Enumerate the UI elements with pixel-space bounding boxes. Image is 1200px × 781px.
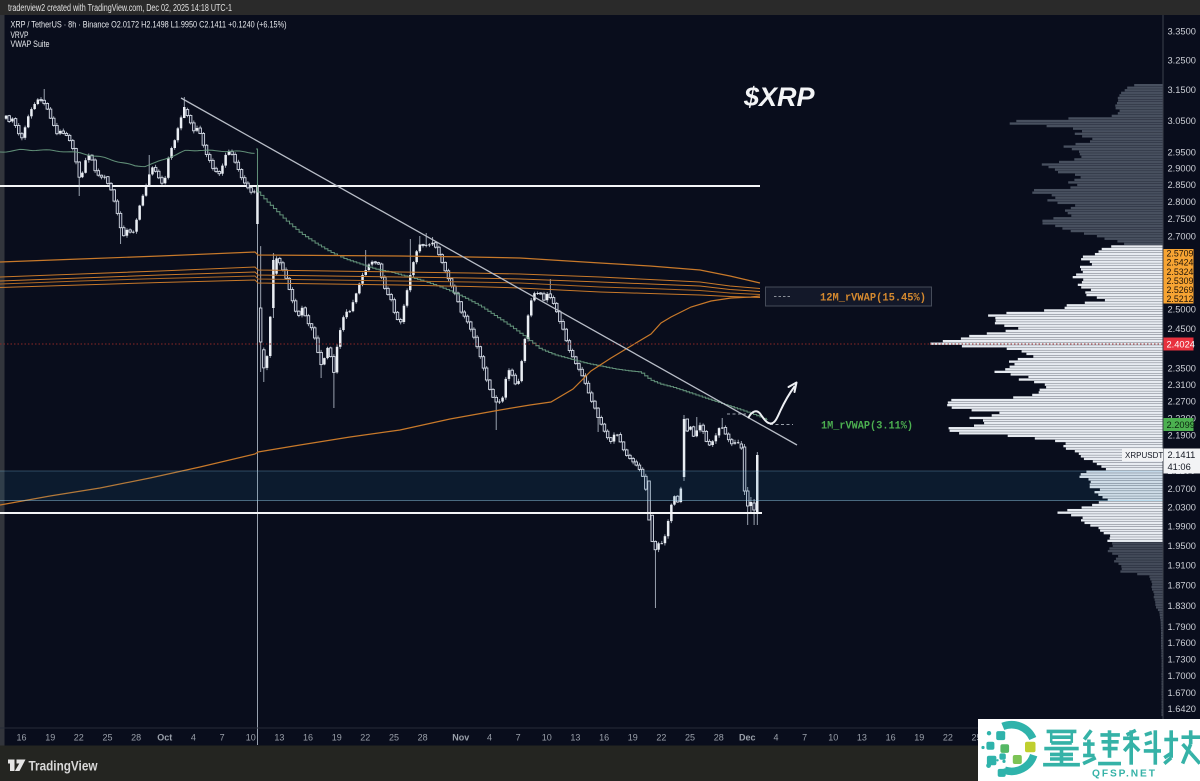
- svg-text:19: 19: [914, 733, 924, 743]
- svg-text:2.5324: 2.5324: [1167, 267, 1194, 277]
- svg-text:2.4024: 2.4024: [1167, 340, 1195, 350]
- svg-text:1.9500: 1.9500: [1168, 541, 1196, 551]
- svg-text:1.7600: 1.7600: [1168, 638, 1196, 648]
- svg-text:28: 28: [418, 733, 428, 743]
- svg-text:VRVP: VRVP: [11, 30, 29, 40]
- svg-text:16: 16: [303, 733, 313, 743]
- svg-text:10: 10: [828, 733, 838, 743]
- svg-text:2.1900: 2.1900: [1168, 431, 1196, 441]
- svg-text:2.5709: 2.5709: [1167, 249, 1194, 259]
- svg-text:28: 28: [714, 733, 724, 743]
- svg-text:Dec: Dec: [739, 733, 756, 743]
- svg-text:12M_rVWAP(15.45%): 12M_rVWAP(15.45%): [820, 293, 926, 305]
- svg-text:19: 19: [628, 733, 638, 743]
- svg-text:TradingView: TradingView: [29, 759, 98, 774]
- svg-text:2.5000: 2.5000: [1168, 305, 1196, 315]
- svg-text:13: 13: [274, 733, 284, 743]
- svg-text:1.7900: 1.7900: [1168, 622, 1196, 632]
- svg-text:1.7000: 1.7000: [1168, 671, 1196, 681]
- svg-text:1.6700: 1.6700: [1168, 688, 1196, 698]
- svg-text:1.8700: 1.8700: [1168, 581, 1196, 591]
- svg-text:41:06: 41:06: [1168, 462, 1191, 472]
- svg-text:4: 4: [487, 733, 492, 743]
- svg-text:2.3100: 2.3100: [1168, 380, 1196, 390]
- svg-text:25: 25: [102, 733, 112, 743]
- svg-text:2.1411: 2.1411: [1168, 450, 1196, 460]
- svg-text:25: 25: [685, 733, 695, 743]
- svg-text:2.4500: 2.4500: [1168, 324, 1196, 334]
- svg-text:22: 22: [360, 733, 370, 743]
- svg-text:1.9100: 1.9100: [1168, 561, 1196, 571]
- svg-text:2.7500: 2.7500: [1168, 214, 1196, 224]
- svg-text:10: 10: [542, 733, 552, 743]
- svg-text:$XRP: $XRP: [743, 82, 816, 112]
- svg-text:13: 13: [570, 733, 580, 743]
- svg-text:19: 19: [45, 733, 55, 743]
- svg-text:28: 28: [131, 733, 141, 743]
- svg-text:2.2700: 2.2700: [1168, 396, 1196, 406]
- svg-text:2.5212: 2.5212: [1167, 294, 1194, 304]
- svg-text:19: 19: [332, 733, 342, 743]
- svg-text:22: 22: [656, 733, 666, 743]
- svg-text:3.2500: 3.2500: [1168, 56, 1196, 66]
- svg-text:2.5309: 2.5309: [1167, 276, 1194, 286]
- svg-text:2.9500: 2.9500: [1168, 148, 1196, 158]
- svg-text:1.6420: 1.6420: [1168, 704, 1196, 714]
- svg-text:25: 25: [971, 733, 981, 743]
- svg-text:2.5424: 2.5424: [1167, 258, 1194, 268]
- svg-text:VWAP Suite: VWAP Suite: [11, 39, 50, 49]
- svg-text:7: 7: [802, 733, 807, 743]
- svg-text:traderview2 created with Tradi: traderview2 created with TradingView.com…: [8, 3, 232, 14]
- svg-text:2.8000: 2.8000: [1168, 197, 1196, 207]
- svg-text:2.7000: 2.7000: [1168, 232, 1196, 242]
- svg-text:16: 16: [599, 733, 609, 743]
- svg-text:Nov: Nov: [452, 733, 469, 743]
- svg-text:3.1500: 3.1500: [1168, 85, 1196, 95]
- svg-text:16: 16: [16, 733, 26, 743]
- svg-text:3.3500: 3.3500: [1168, 27, 1196, 37]
- svg-text:4: 4: [191, 733, 196, 743]
- svg-text:22: 22: [74, 733, 84, 743]
- svg-text:2.0300: 2.0300: [1168, 503, 1196, 513]
- svg-text:2.2099: 2.2099: [1167, 420, 1195, 430]
- svg-text:XRPUSDT: XRPUSDT: [1125, 451, 1163, 460]
- svg-text:2.0700: 2.0700: [1168, 484, 1196, 494]
- svg-text:2.3500: 2.3500: [1168, 364, 1196, 374]
- svg-text:7: 7: [516, 733, 521, 743]
- svg-text:25: 25: [389, 733, 399, 743]
- svg-text:QFSP.NET: QFSP.NET: [1092, 769, 1157, 780]
- svg-text:3.0500: 3.0500: [1168, 116, 1196, 126]
- svg-text:4: 4: [773, 733, 778, 743]
- svg-text:2.8500: 2.8500: [1168, 180, 1196, 190]
- svg-text:Oct: Oct: [157, 733, 172, 743]
- svg-text:2.5269: 2.5269: [1167, 285, 1194, 295]
- svg-text:22: 22: [943, 733, 953, 743]
- svg-text:1M_rVWAP(3.11%): 1M_rVWAP(3.11%): [821, 421, 913, 433]
- svg-text:XRP / TetherUS · 8h · Binance: XRP / TetherUS · 8h · Binance O2.0172 H2…: [11, 20, 287, 31]
- svg-text:2.9000: 2.9000: [1168, 164, 1196, 174]
- svg-text:1.7300: 1.7300: [1168, 655, 1196, 665]
- svg-text:10: 10: [246, 733, 256, 743]
- svg-text:1.9900: 1.9900: [1168, 522, 1196, 532]
- svg-text:16: 16: [886, 733, 896, 743]
- svg-text:13: 13: [857, 733, 867, 743]
- svg-text:7: 7: [220, 733, 225, 743]
- svg-text:1.8300: 1.8300: [1168, 601, 1196, 611]
